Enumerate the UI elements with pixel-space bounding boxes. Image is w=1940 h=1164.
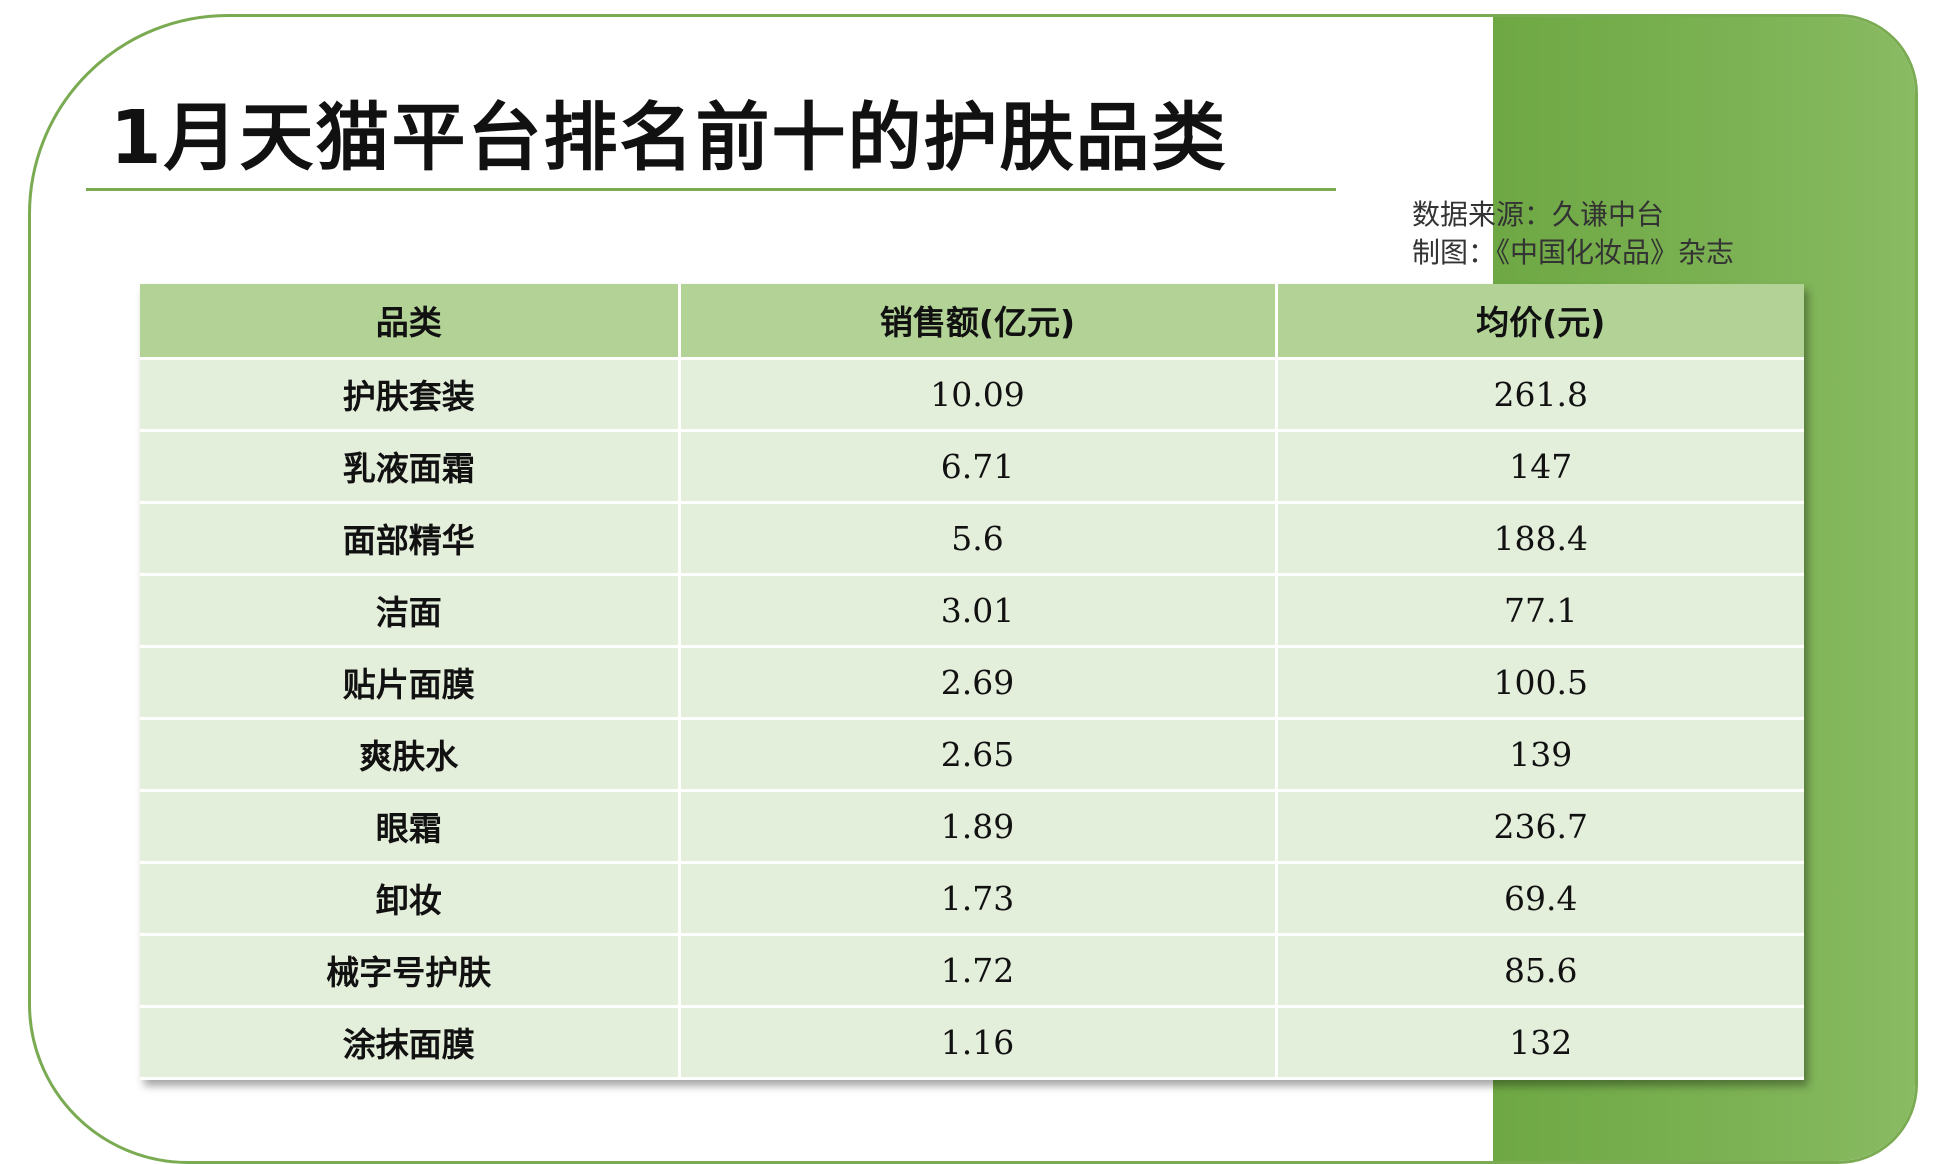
table-row: 械字号护肤 1.72 85.6 xyxy=(140,934,1804,1008)
avg-price-cell: 236.7 xyxy=(1276,790,1804,864)
table-row: 护肤套装 10.09 261.8 xyxy=(140,358,1804,432)
header-category: 品类 xyxy=(140,284,681,360)
skincare-ranking-table: 品类 销售额(亿元) 均价(元) 护肤套装 10.09 261.8 乳液面霜 6.71 1… xyxy=(140,284,1804,1080)
sales-cell: 1.16 xyxy=(679,1006,1278,1080)
sales-cell: 5.6 xyxy=(679,502,1278,576)
table-row: 卸妆 1.73 69.4 xyxy=(140,862,1804,936)
table-row: 涂抹面膜 1.16 132 xyxy=(140,1006,1804,1080)
category-cell: 械字号护肤 xyxy=(140,934,681,1008)
avg-price-cell: 85.6 xyxy=(1276,934,1804,1008)
sales-cell: 3.01 xyxy=(679,574,1278,648)
page-title: 1月天猫平台排名前十的护肤品类 xyxy=(110,95,1228,181)
avg-price-cell: 69.4 xyxy=(1276,862,1804,936)
source-line-chart: 制图：《中国化妆品》杂志 xyxy=(1412,236,1735,269)
title-divider xyxy=(86,188,1336,191)
data-table-container: 品类 销售额(亿元) 均价(元) 护肤套装 10.09 261.8 乳液面霜 6.71 1… xyxy=(140,284,1804,1080)
header-sales: 销售额(亿元) xyxy=(679,284,1278,360)
source-note: 数据来源：久谦中台 制图：《中国化妆品》杂志 xyxy=(1412,196,1734,272)
sales-cell: 6.71 xyxy=(679,430,1278,504)
category-cell: 面部精华 xyxy=(140,502,681,576)
sales-cell: 10.09 xyxy=(679,358,1278,432)
header-avg-price: 均价(元) xyxy=(1276,284,1804,360)
avg-price-cell: 77.1 xyxy=(1276,574,1804,648)
source-line-data: 数据来源：久谦中台 xyxy=(1412,198,1665,231)
table-row: 面部精华 5.6 188.4 xyxy=(140,502,1804,576)
table-row: 贴片面膜 2.69 100.5 xyxy=(140,646,1804,720)
avg-price-cell: 261.8 xyxy=(1276,358,1804,432)
table-header-row: 品类 销售额(亿元) 均价(元) xyxy=(140,284,1804,360)
category-cell: 乳液面霜 xyxy=(140,430,681,504)
table-row: 爽肤水 2.65 139 xyxy=(140,718,1804,792)
sales-cell: 1.89 xyxy=(679,790,1278,864)
sales-cell: 2.69 xyxy=(679,646,1278,720)
avg-price-cell: 139 xyxy=(1276,718,1804,792)
avg-price-cell: 147 xyxy=(1276,430,1804,504)
sales-cell: 1.73 xyxy=(679,862,1278,936)
category-cell: 爽肤水 xyxy=(140,718,681,792)
table-row: 洁面 3.01 77.1 xyxy=(140,574,1804,648)
category-cell: 护肤套装 xyxy=(140,358,681,432)
sales-cell: 1.72 xyxy=(679,934,1278,1008)
category-cell: 涂抹面膜 xyxy=(140,1006,681,1080)
table-body: 护肤套装 10.09 261.8 乳液面霜 6.71 147 面部精华 5.6 188.4 洁面 3… xyxy=(140,358,1804,1080)
category-cell: 洁面 xyxy=(140,574,681,648)
avg-price-cell: 132 xyxy=(1276,1006,1804,1080)
avg-price-cell: 100.5 xyxy=(1276,646,1804,720)
category-cell: 卸妆 xyxy=(140,862,681,936)
table-row: 眼霜 1.89 236.7 xyxy=(140,790,1804,864)
sales-cell: 2.65 xyxy=(679,718,1278,792)
avg-price-cell: 188.4 xyxy=(1276,502,1804,576)
category-cell: 贴片面膜 xyxy=(140,646,681,720)
category-cell: 眼霜 xyxy=(140,790,681,864)
table-row: 乳液面霜 6.71 147 xyxy=(140,430,1804,504)
